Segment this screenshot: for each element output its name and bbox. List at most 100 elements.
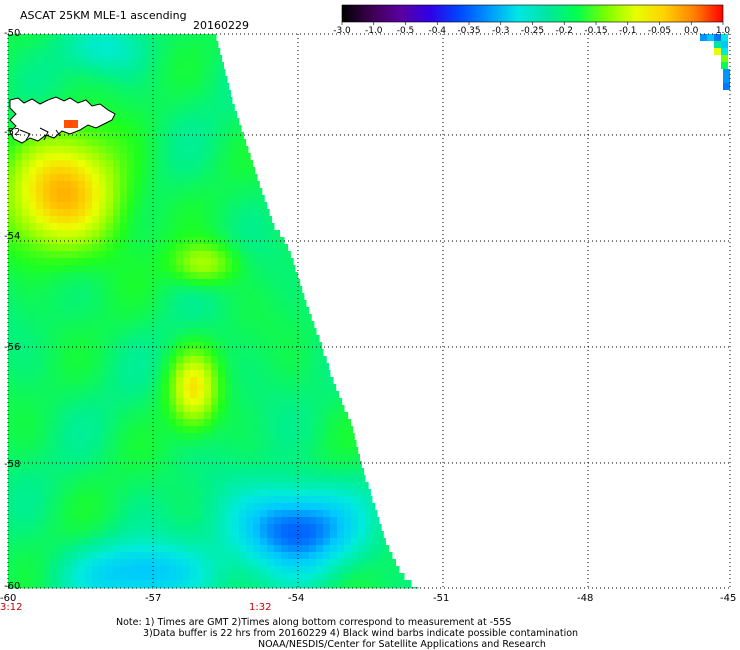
wind-cell xyxy=(225,125,233,133)
wind-cell xyxy=(253,454,261,462)
wind-cell xyxy=(78,503,86,511)
wind-cell xyxy=(29,398,37,406)
wind-cell xyxy=(372,524,380,532)
wind-cell xyxy=(218,524,226,532)
wind-cell xyxy=(260,475,268,483)
wind-cell xyxy=(148,216,156,224)
wind-cell xyxy=(344,566,352,574)
wind-cell xyxy=(15,349,23,357)
wind-cell xyxy=(162,517,170,525)
wind-cell xyxy=(64,181,72,189)
wind-cell xyxy=(29,335,37,343)
wind-cell xyxy=(106,132,114,140)
wind-cell xyxy=(232,559,240,567)
wind-cell xyxy=(71,538,79,546)
wind-cell xyxy=(232,447,240,455)
wind-cell xyxy=(253,167,256,175)
wind-cell xyxy=(141,559,149,567)
wind-cell xyxy=(71,587,79,589)
wind-cell xyxy=(120,349,128,357)
wind-cell xyxy=(267,384,275,392)
wind-cell xyxy=(288,398,296,406)
wind-cell xyxy=(190,510,198,518)
wind-cell xyxy=(36,300,44,308)
wind-cell xyxy=(155,55,163,63)
wind-cell xyxy=(71,349,79,357)
wind-cell xyxy=(190,377,198,385)
wind-cell xyxy=(372,545,380,553)
wind-cell xyxy=(246,426,254,434)
wind-cell xyxy=(232,195,240,203)
wind-cell xyxy=(183,111,191,119)
wind-cell xyxy=(239,370,247,378)
wind-cell xyxy=(106,237,114,245)
wind-cell xyxy=(218,223,226,231)
wind-cell xyxy=(176,503,184,511)
wind-cell xyxy=(372,538,380,546)
wind-cell xyxy=(92,160,100,168)
wind-cell xyxy=(106,167,114,175)
wind-cell xyxy=(225,475,233,483)
wind-cell xyxy=(71,174,79,182)
wind-cell xyxy=(64,503,72,511)
wind-cell xyxy=(239,468,247,476)
wind-cell xyxy=(50,559,58,567)
wind-cell xyxy=(120,580,128,588)
wind-cell xyxy=(134,552,142,560)
wind-cell xyxy=(246,174,254,182)
wind-cell xyxy=(400,573,405,581)
wind-cell xyxy=(330,475,338,483)
wind-cell xyxy=(106,482,114,490)
note-line-3: NOAA/NESDIS/Center for Satellite Applica… xyxy=(258,639,546,650)
wind-cell xyxy=(64,377,72,385)
wind-cell xyxy=(57,503,65,511)
wind-cell xyxy=(225,293,233,301)
wind-cell xyxy=(22,251,30,259)
wind-cell xyxy=(295,517,303,525)
wind-cell xyxy=(232,454,240,462)
wind-cell xyxy=(197,230,205,238)
wind-cell xyxy=(36,552,44,560)
wind-cell xyxy=(148,328,156,336)
wind-cell xyxy=(211,370,219,378)
wind-cell xyxy=(351,580,359,588)
wind-cell xyxy=(106,223,114,231)
wind-cell xyxy=(309,503,317,511)
wind-cell xyxy=(225,181,233,189)
wind-cell xyxy=(71,90,79,98)
wind-cell xyxy=(127,76,135,84)
wind-cell xyxy=(64,468,72,476)
wind-cell xyxy=(92,69,100,77)
wind-cell xyxy=(225,314,233,322)
wind-cell xyxy=(22,461,30,469)
wind-cell xyxy=(274,293,282,301)
lat-label-56: -56 xyxy=(4,342,21,353)
wind-cell xyxy=(225,440,233,448)
wind-cell xyxy=(358,531,366,539)
wind-cell xyxy=(127,181,135,189)
wind-cell xyxy=(253,216,261,224)
wind-cell xyxy=(351,433,355,441)
wind-cell xyxy=(295,461,303,469)
wind-cell xyxy=(176,307,184,315)
wind-cell xyxy=(92,342,100,350)
wind-cell xyxy=(92,139,100,147)
wind-cell xyxy=(239,300,247,308)
wind-cell xyxy=(29,195,37,203)
wind-cell xyxy=(183,153,191,161)
wind-cell xyxy=(204,314,212,322)
wind-cell xyxy=(204,552,212,560)
wind-cell xyxy=(295,482,303,490)
wind-cell xyxy=(141,489,149,497)
wind-cell xyxy=(274,335,282,343)
wind-cell xyxy=(218,587,226,589)
wind-cell xyxy=(323,545,331,553)
wind-cell xyxy=(148,181,156,189)
wind-cell xyxy=(267,587,275,589)
wind-cell xyxy=(57,517,65,525)
wind-cell xyxy=(15,524,23,532)
wind-cell xyxy=(148,384,156,392)
wind-cell xyxy=(274,573,282,581)
wind-cell xyxy=(78,363,86,371)
wind-cell xyxy=(50,300,58,308)
